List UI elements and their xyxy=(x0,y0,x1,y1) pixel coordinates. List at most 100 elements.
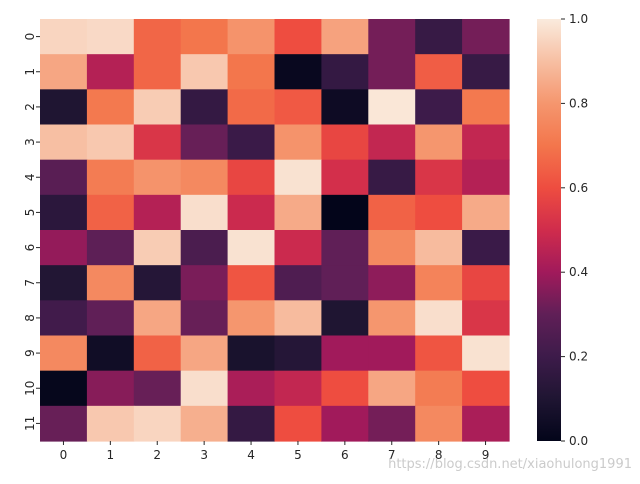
y-tick-label-7: 7 xyxy=(23,279,37,287)
heatmap-cell-r3-c2 xyxy=(133,124,182,161)
heatmap-cell-r5-c5 xyxy=(274,194,322,231)
heatmap-cell-r10-c8 xyxy=(415,370,463,407)
heatmap-cell-r9-c7 xyxy=(368,335,416,372)
heatmap-cell-r8-c8 xyxy=(415,300,463,337)
x-tick-label-7: 7 xyxy=(388,448,396,462)
heatmap-cell-r4-c2 xyxy=(133,159,182,196)
heatmap-cell-r4-c4 xyxy=(227,159,276,196)
x-tick-label-3: 3 xyxy=(200,448,208,462)
heatmap-cell-r10-c0 xyxy=(40,370,88,407)
heatmap-cell-r3-c9 xyxy=(462,124,510,161)
heatmap-cell-r1-c5 xyxy=(274,54,322,90)
heatmap-cell-r7-c3 xyxy=(180,265,229,301)
colorbar-tick-label-1: 0.2 xyxy=(569,350,588,364)
heatmap-cell-r10-c3 xyxy=(180,370,229,407)
heatmap-cell-r3-c0 xyxy=(40,124,88,161)
heatmap-cell-r0-c3 xyxy=(180,19,229,55)
heatmap-cell-r3-c6 xyxy=(321,124,369,161)
x-tick-label-2: 2 xyxy=(153,448,161,462)
y-tick-label-1: 1 xyxy=(23,68,37,76)
heatmap-cell-r3-c5 xyxy=(274,124,322,161)
heatmap-cell-r10-c2 xyxy=(133,370,182,407)
heatmap-cell-r1-c7 xyxy=(368,54,416,90)
heatmap-cell-r6-c2 xyxy=(133,230,182,266)
heatmap-cell-r1-c6 xyxy=(321,54,369,90)
heatmap-cell-r5-c2 xyxy=(133,194,182,231)
heatmap-cell-r8-c7 xyxy=(368,300,416,337)
heatmap-cell-r4-c6 xyxy=(321,159,369,196)
heatmap-cell-r1-c2 xyxy=(133,54,182,90)
colorbar-tick-label-0: 0.0 xyxy=(569,434,588,448)
heatmap-cell-r7-c0 xyxy=(40,265,88,301)
heatmap-cell-r4-c0 xyxy=(40,159,88,196)
heatmap-cell-r6-c5 xyxy=(274,230,322,266)
watermark: https://blog.csdn.net/xiaohulong1991 xyxy=(388,457,632,472)
heatmap-cell-r9-c5 xyxy=(274,335,322,372)
heatmap-cell-r2-c9 xyxy=(462,89,510,126)
x-tick-label-8: 8 xyxy=(435,448,443,462)
heatmap-cell-r5-c0 xyxy=(40,194,88,231)
heatmap-cell-r0-c7 xyxy=(368,19,416,55)
x-tick-label-0: 0 xyxy=(60,448,68,462)
heatmap-cell-r4-c1 xyxy=(86,159,135,196)
heatmap-cell-r11-c6 xyxy=(321,405,369,442)
heatmap-cell-r6-c9 xyxy=(462,230,510,266)
x-tick-label-6: 6 xyxy=(341,448,349,462)
y-axis-ticks: 0 1 2 3 4 5 6 7 8 9 10 11 xyxy=(23,33,40,431)
y-tick-label-10: 10 xyxy=(23,381,37,396)
heatmap-cell-r5-c8 xyxy=(415,194,463,231)
heatmap-cell-r3-c8 xyxy=(415,124,463,161)
heatmap-cell-r2-c5 xyxy=(274,89,322,126)
heatmap-cell-r10-c9 xyxy=(462,370,510,407)
heatmap-cell-r2-c2 xyxy=(133,89,182,126)
heatmap-cell-r11-c7 xyxy=(368,405,416,442)
heatmap-cell-r7-c4 xyxy=(227,265,276,301)
colorbar xyxy=(537,19,561,441)
x-axis-ticks: 0 1 2 3 4 5 6 7 8 9 xyxy=(60,441,490,462)
colorbar-tick-label-3: 0.6 xyxy=(569,181,588,195)
colorbar-tick-label-4: 0.8 xyxy=(569,96,588,110)
heatmap-cell-r9-c3 xyxy=(180,335,229,372)
heatmap-cell-r9-c4 xyxy=(227,335,276,372)
heatmap-cell-r8-c9 xyxy=(462,300,510,337)
heatmap-cell-r11-c0 xyxy=(40,405,88,442)
heatmap-cell-r8-c3 xyxy=(180,300,229,337)
x-tick-label-1: 1 xyxy=(107,448,115,462)
heatmap-cell-r0-c6 xyxy=(321,19,369,55)
heatmap-cell-r9-c8 xyxy=(415,335,463,372)
heatmap-cell-r4-c9 xyxy=(462,159,510,196)
heatmap-cell-r2-c0 xyxy=(40,89,88,126)
heatmap-cell-r10-c4 xyxy=(227,370,276,407)
heatmap-cell-r11-c3 xyxy=(180,405,229,442)
heatmap-cell-r2-c8 xyxy=(415,89,463,126)
heatmap-cell-r10-c7 xyxy=(368,370,416,407)
x-tick-label-9: 9 xyxy=(482,448,490,462)
heatmap-cell-r7-c5 xyxy=(274,265,322,301)
heatmap-cell-r10-c1 xyxy=(86,370,135,407)
heatmap-cell-r7-c7 xyxy=(368,265,416,301)
heatmap-cell-r6-c6 xyxy=(321,230,369,266)
heatmap-cell-r2-c1 xyxy=(86,89,135,126)
heatmap-cell-r1-c3 xyxy=(180,54,229,90)
heatmap-cell-r1-c8 xyxy=(415,54,463,90)
heatmap-cell-r8-c2 xyxy=(133,300,182,337)
colorbar-tick-label-2: 0.4 xyxy=(569,265,588,279)
heatmap-cell-r3-c7 xyxy=(368,124,416,161)
y-tick-label-0: 0 xyxy=(23,33,37,41)
heatmap-cell-r8-c6 xyxy=(321,300,369,337)
y-tick-label-3: 3 xyxy=(23,138,37,146)
heatmap-cell-r9-c6 xyxy=(321,335,369,372)
heatmap-cell-r6-c4 xyxy=(227,230,276,266)
heatmap-cell-r5-c6 xyxy=(321,194,369,231)
heatmap-cell-r0-c1 xyxy=(86,19,135,55)
heatmap-cell-r11-c1 xyxy=(86,405,135,442)
x-tick-label-5: 5 xyxy=(294,448,302,462)
heatmap-cell-r1-c4 xyxy=(227,54,276,90)
heatmap-cell-r11-c5 xyxy=(274,405,322,442)
heatmap-cell-r7-c1 xyxy=(86,265,135,301)
y-tick-label-8: 8 xyxy=(23,314,37,322)
y-tick-label-4: 4 xyxy=(23,173,37,181)
y-tick-label-2: 2 xyxy=(23,103,37,111)
heatmap-cell-r3-c3 xyxy=(180,124,229,161)
